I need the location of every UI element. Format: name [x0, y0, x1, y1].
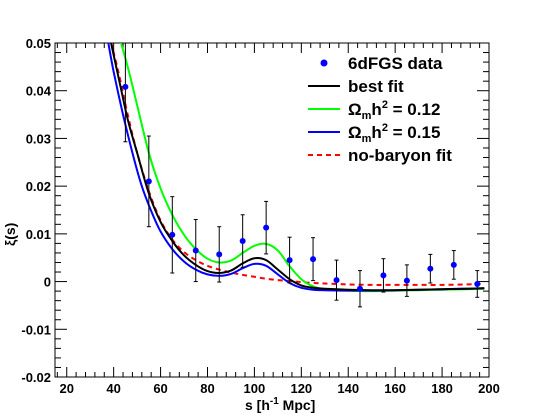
legend-label: best fit [348, 77, 404, 96]
plot-frame [54, 42, 490, 378]
legend-label-part: = 0.12 [388, 100, 440, 119]
legend-label-part: Ω [348, 123, 362, 142]
y-tick-label: 0.01 [26, 227, 51, 242]
data-points-layer [122, 42, 481, 308]
data-point [474, 280, 481, 287]
y-tick-label: -0.02 [21, 370, 51, 385]
x-axis-title-main: s [h [245, 397, 270, 413]
x-tick-label: 100 [244, 381, 266, 396]
legend-label-part: Ω [348, 100, 362, 119]
y-tick-label: 0.03 [26, 131, 51, 146]
x-axis-title: s [h-1 Mpc] [245, 396, 315, 413]
legend-label-part: m [362, 110, 372, 122]
x-tick-label: 120 [290, 381, 312, 396]
x-tick-label: 20 [59, 381, 73, 396]
legend-label-part: h [371, 100, 381, 119]
series-best-fit-line [110, 43, 485, 292]
data-point [380, 272, 387, 279]
x-axis-title-sup: -1 [270, 396, 279, 407]
data-point [333, 277, 340, 284]
x-tick-label: 60 [153, 381, 167, 396]
legend-label: no-baryon fit [348, 146, 452, 165]
data-point [310, 256, 317, 263]
legend-marker [320, 59, 328, 67]
legend-label-part: = 0.15 [388, 123, 440, 142]
legend-label-part: 2 [382, 122, 388, 134]
legend-label: Ωmh2 = 0.12 [348, 99, 440, 122]
legend-label: Ωmh2 = 0.15 [348, 122, 440, 145]
x-tick-label: 80 [200, 381, 214, 396]
data-point [356, 285, 363, 292]
legend-label-part: 2 [382, 99, 388, 111]
legend-label: 6dFGS data [348, 54, 443, 73]
data-point [286, 257, 293, 264]
legend-label-part: h [371, 123, 381, 142]
y-axis: -0.02 -0.01 0 0.01 0.02 0.03 0.04 0.05 [21, 36, 489, 385]
y-tick-label: 0 [44, 275, 51, 290]
y-axis-title: ξ(s) [2, 223, 18, 246]
data-point [239, 238, 246, 245]
data-point [403, 277, 410, 284]
y-tick-label: -0.01 [21, 322, 51, 337]
data-point [263, 224, 270, 231]
legend-label-part: m [362, 133, 372, 145]
x-tick-label: 160 [384, 381, 406, 396]
y-tick-label: 0.05 [26, 36, 51, 51]
x-axis: 20 40 60 80 100 120 140 160 180 200 [59, 43, 500, 396]
data-point [427, 265, 434, 272]
y-tick-label: 0.04 [26, 84, 52, 99]
data-point [216, 251, 223, 258]
x-tick-label: 180 [431, 381, 453, 396]
data-point [122, 83, 129, 90]
minor-ticks [55, 43, 489, 377]
x-tick-label: 140 [337, 381, 359, 396]
data-point [450, 261, 457, 268]
y-tick-label: 0.02 [26, 179, 51, 194]
data-point [192, 247, 199, 254]
data-point [169, 231, 176, 238]
x-tick-label: 40 [106, 381, 120, 396]
x-tick-label: 200 [478, 381, 500, 396]
x-axis-title-tail: Mpc] [279, 397, 316, 413]
data-point [145, 178, 152, 185]
